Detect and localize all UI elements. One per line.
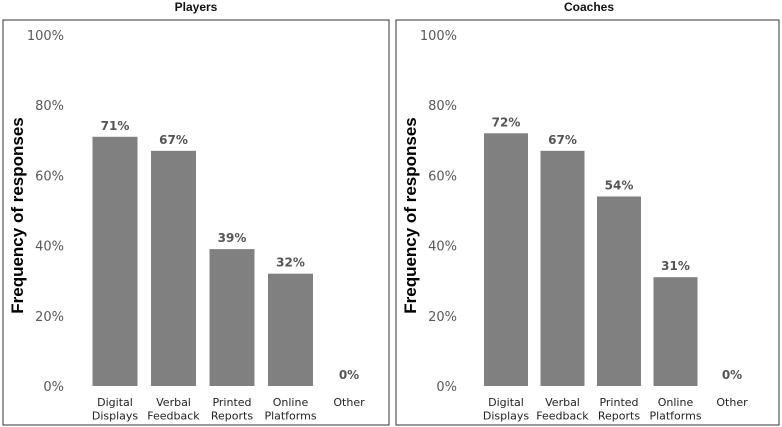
- players-panel-border: [2, 19, 390, 426]
- players-y-tick-label: 20%: [35, 310, 64, 325]
- players-category-label: Online: [273, 396, 309, 409]
- players-bar: [92, 136, 138, 386]
- players-bar: [209, 249, 255, 386]
- players-y-tick-label: 80%: [35, 99, 64, 114]
- players-category-label: Feedback: [147, 410, 200, 423]
- coaches-y-tick-label: 80%: [428, 99, 457, 114]
- coaches-data-label: 72%: [492, 115, 521, 129]
- players-y-axis-title: Frequency of responses: [8, 117, 27, 314]
- players-category-label: Platforms: [264, 410, 316, 423]
- players-category-label: Displays: [92, 410, 139, 423]
- players-y-tick-label: 100%: [27, 29, 64, 44]
- players-category-label: Printed: [212, 396, 251, 409]
- players-category-label: Verbal: [156, 396, 191, 409]
- coaches-category-label: Online: [658, 396, 694, 409]
- coaches-panel-title: Coaches: [563, 0, 615, 14]
- players-y-tick-label: 0%: [43, 380, 64, 395]
- players-bar: [151, 150, 196, 386]
- players-data-label: 71%: [101, 119, 130, 133]
- players-data-label: 67%: [159, 133, 188, 147]
- coaches-category-label: Digital: [488, 396, 524, 409]
- coaches-panel-border: [395, 19, 780, 426]
- coaches-data-label: 0%: [722, 368, 742, 382]
- players-category-label: Digital: [97, 396, 133, 409]
- players-category-label: Other: [333, 396, 365, 409]
- coaches-y-axis-title: Frequency of responses: [401, 117, 420, 314]
- coaches-category-label: Displays: [483, 410, 530, 423]
- coaches-data-label: 54%: [605, 178, 634, 192]
- coaches-data-label: 31%: [661, 259, 690, 273]
- coaches-y-tick-label: 100%: [420, 29, 457, 44]
- players-category-label: Reports: [211, 410, 253, 423]
- coaches-category-label: Verbal: [545, 396, 580, 409]
- players-data-label: 39%: [218, 231, 247, 245]
- coaches-category-label: Reports: [598, 410, 640, 423]
- coaches-category-label: Feedback: [536, 410, 589, 423]
- players-y-tick-label: 60%: [35, 169, 64, 184]
- coaches-y-tick-label: 20%: [428, 310, 457, 325]
- coaches-category-label: Other: [716, 396, 748, 409]
- coaches-data-label: 67%: [548, 133, 577, 147]
- coaches-y-tick-label: 40%: [428, 240, 457, 255]
- coaches-bar: [597, 196, 641, 386]
- coaches-bar: [540, 150, 585, 386]
- players-data-label: 32%: [276, 256, 305, 270]
- players-y-tick-label: 40%: [35, 240, 64, 255]
- coaches-y-tick-label: 0%: [436, 380, 457, 395]
- players-data-label: 0%: [339, 368, 359, 382]
- coaches-category-label: Printed: [599, 396, 638, 409]
- coaches-bar: [653, 277, 698, 386]
- coaches-y-tick-label: 60%: [428, 169, 457, 184]
- players-bar: [268, 273, 313, 386]
- players-panel-title: Players: [174, 0, 218, 14]
- coaches-category-label: Platforms: [649, 410, 701, 423]
- coaches-bar: [484, 133, 528, 386]
